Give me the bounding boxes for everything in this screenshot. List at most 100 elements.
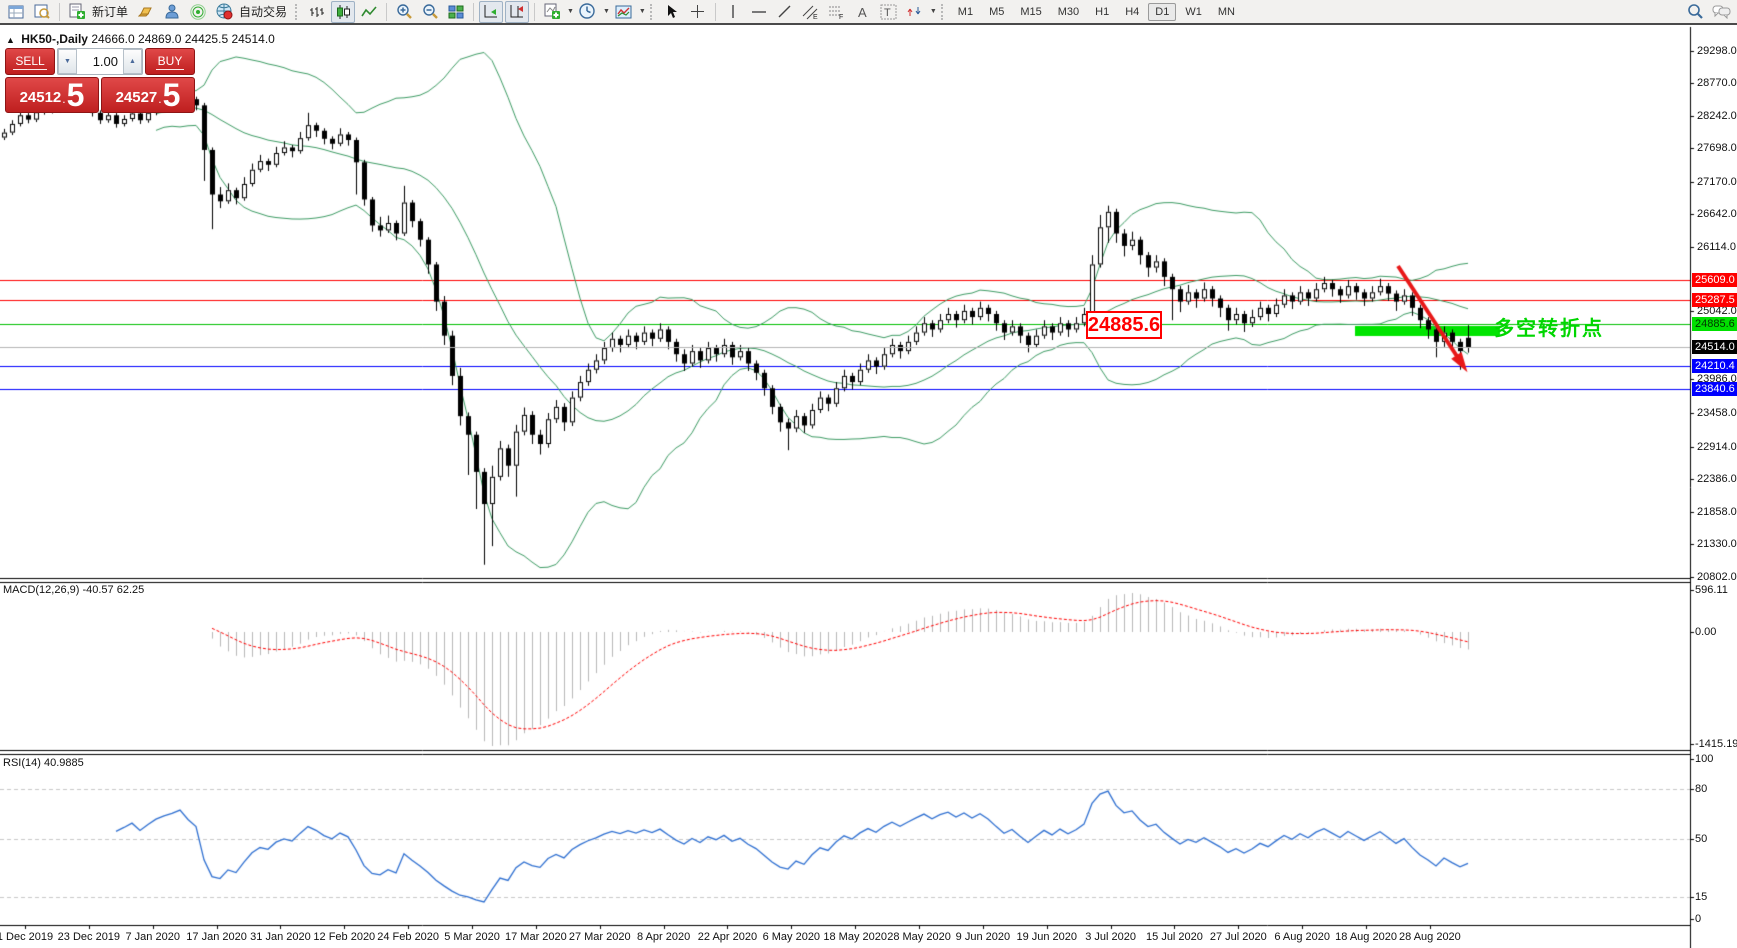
date-label: 12 Feb 2020 — [313, 931, 376, 943]
templates-dropdown-caret[interactable]: ▼ — [638, 8, 646, 15]
market-watch-icon[interactable] — [4, 1, 28, 23]
trendline-icon[interactable] — [773, 1, 797, 23]
autotrading-label[interactable]: 自动交易 — [239, 5, 288, 19]
date-label: 31 Jan 2020 — [250, 931, 311, 943]
timeframe-h1[interactable]: H1 — [1095, 5, 1110, 18]
volume-decrease-button[interactable]: ▼ — [58, 49, 77, 74]
timeframe-m5[interactable]: M5 — [989, 5, 1005, 18]
timeframe-w1[interactable]: W1 — [1185, 5, 1202, 18]
cursor-icon[interactable] — [660, 1, 684, 23]
market-gold-icon[interactable] — [134, 1, 158, 23]
price-callout-box[interactable]: 24885.6 — [1086, 311, 1162, 339]
new-order-label[interactable]: 新订单 — [92, 5, 129, 19]
buy-price-dec: 5 — [162, 77, 181, 114]
date-label: 18 May 2020 — [823, 931, 887, 943]
timeframe-d1[interactable]: D1 — [1148, 2, 1177, 21]
price-tick: 26642.0 — [1697, 208, 1737, 220]
toolbar-separator — [59, 2, 60, 21]
buy-price-button[interactable]: 24527. 5 — [101, 77, 195, 113]
chart-symbol-period: HK50-,Daily — [21, 32, 88, 46]
sell-price-dec: 5 — [66, 77, 85, 114]
date-label: 7 Jan 2020 — [125, 931, 180, 943]
date-label: 9 Jun 2020 — [955, 931, 1011, 943]
sell-button[interactable]: SELL — [5, 48, 55, 75]
equidistant-channel-icon[interactable]: E — [799, 1, 823, 23]
timeframe-m15[interactable]: M15 — [1020, 5, 1042, 18]
bar-chart-icon[interactable] — [305, 1, 329, 23]
sell-price-button[interactable]: 24512. 5 — [5, 77, 99, 113]
sell-price-int: 24512 — [19, 89, 62, 106]
timeframe-bar: M1 M5 M15 M30 H1 H4 D1 W1 MN — [951, 2, 1242, 21]
templates-icon[interactable] — [612, 1, 636, 23]
rsi-axis-tick: 80 — [1695, 783, 1708, 795]
search-icon[interactable] — [1683, 1, 1707, 23]
line-chart-icon[interactable] — [357, 1, 381, 23]
date-label: 3 Jul 2020 — [1085, 931, 1136, 943]
zoom-out-icon[interactable] — [418, 1, 442, 23]
date-label: 18 Aug 2020 — [1335, 931, 1397, 943]
timeframe-h4[interactable]: H4 — [1125, 5, 1140, 18]
accounts-person-icon[interactable] — [160, 1, 184, 23]
buy-price-dot: . — [158, 92, 162, 106]
date-label: 17 Mar 2020 — [504, 931, 567, 943]
signal-icon[interactable] — [186, 1, 210, 23]
price-tick: 25042.0 — [1697, 305, 1737, 317]
date-label: 27 Jul 2020 — [1209, 931, 1267, 943]
buy-button[interactable]: BUY — [145, 48, 195, 75]
date-label: 27 Mar 2020 — [568, 931, 631, 943]
periods-clock-icon[interactable] — [576, 1, 600, 23]
date-label: 1 Dec 2019 — [0, 931, 54, 943]
volume-value[interactable]: 1.00 — [92, 54, 118, 69]
horizontal-line-icon[interactable] — [747, 1, 771, 23]
autotrading-globe-icon[interactable] — [212, 1, 236, 23]
toolbar: 新订单 自动交易 ▼ ▼ ▼ E F A T ▼ — [0, 0, 1737, 25]
autoscroll-icon[interactable] — [479, 0, 504, 23]
text-label-icon[interactable]: T — [877, 1, 901, 23]
svg-text:E: E — [813, 14, 818, 20]
periods-dropdown-caret[interactable]: ▼ — [602, 8, 610, 15]
rsi-indicator-label: RSI(14) 40.9885 — [3, 757, 84, 769]
timeframe-m30[interactable]: M30 — [1057, 5, 1080, 18]
toolbar-separator — [534, 2, 536, 21]
sell-label: SELL — [13, 53, 47, 70]
macd-axis-tick: -1415.19 — [1695, 738, 1737, 750]
timeframe-m1[interactable]: M1 — [957, 5, 974, 18]
toolbar-separator — [386, 2, 388, 21]
svg-text:A: A — [858, 5, 867, 19]
candle-chart-icon[interactable] — [331, 0, 356, 23]
arrows-icon[interactable] — [903, 1, 927, 23]
buy-label: BUY — [155, 53, 185, 70]
fibonacci-icon[interactable]: F — [825, 1, 849, 23]
date-label: 23 Dec 2019 — [57, 931, 121, 943]
sell-price-dot: . — [62, 92, 66, 106]
date-label: 28 Aug 2020 — [1399, 931, 1461, 943]
vertical-line-icon[interactable] — [721, 1, 745, 23]
data-window-icon[interactable] — [30, 1, 54, 23]
volume-increase-button[interactable]: ▲ — [123, 49, 142, 74]
chat-icon[interactable] — [1709, 1, 1733, 23]
macd-axis-tick: 596.11 — [1695, 584, 1728, 596]
pivot-annotation-text[interactable]: 多空转折点 — [1494, 318, 1604, 340]
svg-text:F: F — [839, 14, 843, 20]
date-label: 22 Apr 2020 — [697, 931, 758, 943]
rsi-axis-tick: 15 — [1695, 891, 1708, 903]
indicators-icon[interactable] — [540, 1, 564, 23]
chart-shift-icon[interactable] — [505, 0, 530, 23]
zoom-in-icon[interactable] — [392, 1, 416, 23]
svg-text:T: T — [884, 7, 891, 19]
collapse-panel-icon[interactable]: ▲ — [6, 35, 15, 45]
date-label: 6 Aug 2020 — [1274, 931, 1331, 943]
price-tick: 26114.0 — [1697, 241, 1736, 253]
chart-title: ▲ HK50-,Daily 24666.0 24869.0 24425.5 24… — [6, 32, 275, 46]
indicators-dropdown-caret[interactable]: ▼ — [567, 8, 574, 15]
crosshair-icon[interactable] — [686, 1, 710, 23]
text-icon[interactable]: A — [851, 1, 875, 23]
tile-windows-icon[interactable] — [444, 1, 468, 23]
price-line-label: 25287.5 — [1692, 293, 1737, 307]
price-tick: 27698.0 — [1697, 142, 1737, 154]
timeframe-mn[interactable]: MN — [1217, 5, 1235, 18]
new-order-icon[interactable] — [65, 1, 89, 23]
arrows-dropdown-caret[interactable]: ▼ — [929, 8, 937, 15]
